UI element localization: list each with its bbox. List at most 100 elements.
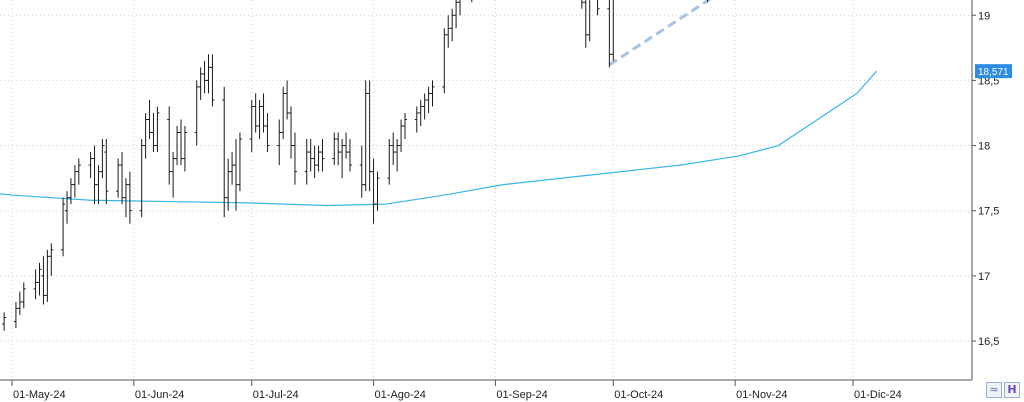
x-tick-label: 01-May-24 — [13, 389, 66, 401]
ohlc-bar — [403, 112, 407, 140]
ohlc-bar — [151, 112, 156, 153]
ohlc-bar — [17, 291, 22, 315]
ohlc-bar — [292, 132, 297, 185]
ohlc-bar — [471, 0, 473, 3]
ohlc-bar — [320, 139, 325, 172]
ohlc-bar — [104, 139, 109, 205]
ohlc-bar — [92, 145, 97, 205]
ohlc-bar — [222, 86, 227, 218]
ohlc-bar — [210, 54, 215, 107]
ohlc-bar — [175, 126, 180, 166]
ohlc-bar — [2, 312, 7, 331]
ohlc-bar — [607, 0, 612, 68]
support-trendline — [608, 0, 712, 67]
ohlc-bar — [450, 8, 455, 42]
ohlc-bar — [422, 93, 427, 120]
scale-icon: ≈ — [989, 383, 999, 396]
ohlc-bar — [237, 132, 242, 192]
ohlc-bar — [336, 132, 341, 166]
ohlc-bar — [597, 0, 600, 16]
x-tick-label: 01-Jul-24 — [253, 389, 299, 401]
x-tick-label: 01-Ago-24 — [375, 389, 426, 401]
ohlc-bar — [33, 269, 38, 300]
ohlc-bar — [363, 80, 368, 192]
ohlc-bar — [375, 171, 380, 211]
ohlc-bar — [202, 60, 207, 94]
ohlc-bar — [45, 249, 50, 302]
ohlc-bar — [155, 106, 160, 153]
ohlc-bar — [304, 139, 309, 185]
moving-average-label-text: 18,571 — [978, 67, 1009, 78]
ohlc-bar — [123, 178, 128, 218]
ohlc-bar — [37, 262, 42, 296]
ohlc-bar — [41, 256, 46, 305]
ohlc-bar — [367, 80, 372, 192]
moving-average-label: 18,571 — [975, 64, 1012, 79]
ohlc-bar — [147, 99, 152, 140]
ohlc-bar — [253, 93, 258, 133]
ohlc-bar — [171, 152, 176, 198]
ohlc-bar — [96, 165, 101, 205]
ohlc-bar — [347, 139, 352, 172]
ohlc-bar — [312, 145, 317, 179]
ohlc-bar — [72, 165, 77, 198]
ohlc-bar — [198, 67, 203, 100]
ohlc-bar — [178, 119, 183, 166]
ohlc-bar — [414, 106, 419, 133]
ohlc-bar — [143, 112, 148, 159]
ohlc-bar — [391, 132, 396, 166]
chart-mode-button[interactable]: H — [1004, 382, 1020, 398]
ohlc-bar — [340, 139, 345, 179]
y-tick-label: 16,5 — [978, 336, 999, 348]
ohlc-bar — [13, 301, 18, 328]
h-icon: H — [1007, 383, 1017, 396]
x-tick-label: 01-Oct-24 — [614, 389, 663, 401]
x-tick-label: 01-Sep-24 — [496, 389, 547, 401]
ohlc-bar — [127, 171, 132, 224]
ohlc-bar — [65, 191, 70, 224]
moving-average-label-bg — [975, 64, 1012, 79]
ohlc-bar — [88, 152, 93, 179]
ohlc-bar — [120, 152, 125, 205]
ohlc-bar — [308, 139, 313, 172]
ohlc-bar — [265, 112, 270, 153]
ohlc-bar — [583, 0, 588, 48]
ohlc-bar — [49, 243, 54, 276]
ohlc-bar — [371, 158, 376, 224]
ohlc-bar — [182, 126, 187, 172]
ohlc-bar — [100, 139, 105, 179]
ohlc-bar — [68, 178, 73, 205]
grid-lines — [0, 0, 972, 380]
ohlc-bar — [226, 158, 231, 211]
ohlc-bars — [2, 0, 709, 331]
ohlc-bar — [426, 86, 431, 113]
moving-average-layer — [0, 70, 878, 207]
ohlc-bar — [446, 15, 451, 48]
ohlc-bar — [458, 0, 461, 16]
ohlc-bar — [61, 197, 66, 257]
ohlc-bar — [289, 106, 294, 159]
y-tick-label: 17 — [978, 271, 990, 283]
scale-toggle-button[interactable]: ≈ — [986, 382, 1002, 398]
ohlc-bar — [399, 119, 404, 153]
ohlc-bar — [316, 145, 321, 172]
ohlc-bar — [234, 139, 239, 211]
ohlc-bar — [21, 282, 26, 309]
ohlc-bar — [430, 80, 435, 107]
ohlc-bar — [194, 80, 199, 146]
ohlc-bar — [206, 54, 211, 94]
ohlc-bar — [167, 106, 172, 185]
y-tick-label: 17,5 — [978, 206, 999, 218]
ohlc-bar — [281, 86, 286, 140]
trendline-layer — [608, 0, 712, 67]
ohlc-bar — [395, 139, 400, 172]
ohlc-bar — [442, 28, 447, 94]
x-axis-ticks: 01-May-24 01-Jun-24 01-Jul-24 01-Ago-24 01-S… — [11, 380, 902, 401]
ohlc-bar — [116, 158, 121, 198]
ohlc-bar — [230, 152, 235, 185]
ohlc-bar — [587, 0, 591, 42]
ohlc-bar — [139, 139, 144, 218]
ohlc-bar — [359, 145, 364, 198]
